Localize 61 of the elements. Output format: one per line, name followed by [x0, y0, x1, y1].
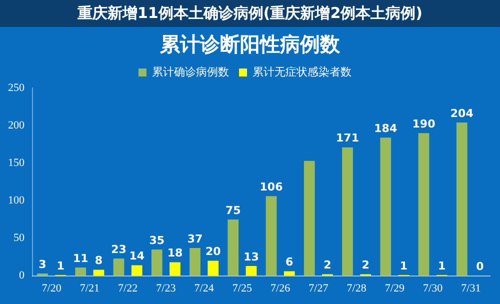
data-label: 106	[260, 180, 284, 194]
data-label: 0	[476, 260, 484, 274]
bar	[246, 266, 257, 276]
x-tick-label: 7/20	[42, 282, 62, 294]
x-tick-label: 7/25	[232, 282, 252, 294]
bar	[113, 258, 124, 276]
x-tick-label: 7/23	[156, 282, 176, 294]
bar	[380, 138, 392, 276]
bar	[284, 271, 295, 276]
y-tick-label: 150	[8, 157, 25, 170]
data-label: 23	[111, 242, 126, 256]
x-tick-label: 7/22	[118, 282, 138, 294]
x-tick-label: 7/31	[461, 282, 481, 294]
bar	[131, 265, 142, 276]
data-label: 8	[94, 254, 103, 268]
y-tick-label: 200	[8, 119, 25, 132]
y-tick-label: 250	[8, 82, 25, 94]
bar	[342, 147, 353, 276]
bar	[418, 133, 430, 276]
bar	[304, 160, 315, 276]
bar	[456, 122, 468, 276]
bar	[208, 260, 219, 276]
data-label: 2	[324, 258, 332, 272]
y-tick-label: 100	[8, 194, 25, 207]
bar	[228, 219, 239, 276]
x-tick-label: 7/27	[308, 282, 329, 294]
data-label: 1	[400, 259, 408, 272]
x-tick-label: 7/28	[346, 282, 367, 294]
data-label: 11	[72, 252, 88, 265]
bar	[170, 262, 180, 276]
data-label: 184	[374, 122, 398, 135]
data-label: 1	[56, 259, 64, 272]
x-tick-label: 7/26	[270, 282, 291, 294]
data-label: 204	[450, 106, 474, 120]
data-label: 2	[362, 258, 370, 272]
text: 重庆新增11例本土确诊病例(重庆新增2例本土病例)	[0, 0, 500, 27]
data-label: 13	[244, 250, 259, 264]
bar	[75, 268, 86, 276]
data-label: 14	[129, 250, 145, 263]
legend-label: 累计确诊病例数	[152, 65, 229, 78]
x-tick-label: 7/29	[384, 282, 405, 294]
data-label: 35	[149, 234, 165, 247]
x-tick-label: 7/24	[194, 282, 214, 294]
data-label: 20	[205, 245, 222, 258]
data-label: 75	[225, 204, 241, 217]
data-label: 37	[187, 232, 203, 246]
y-tick-label: 0	[19, 270, 25, 282]
bar	[151, 250, 162, 276]
data-label: 190	[412, 117, 436, 130]
data-label: 171	[336, 132, 359, 145]
data-label: 1	[438, 259, 446, 272]
data-label: 3	[38, 258, 46, 271]
data-label: 18	[167, 246, 183, 260]
bar	[190, 248, 200, 276]
data-label: 6	[286, 256, 294, 269]
x-tick-label: 7/30	[423, 282, 444, 294]
bar	[266, 196, 277, 276]
chart-title: 累计诊断阳性病例数	[159, 31, 341, 57]
y-tick-label: 50	[14, 232, 25, 244]
legend-label: 累计无症状感染者数	[252, 65, 352, 78]
x-tick-label: 7/21	[80, 282, 100, 294]
